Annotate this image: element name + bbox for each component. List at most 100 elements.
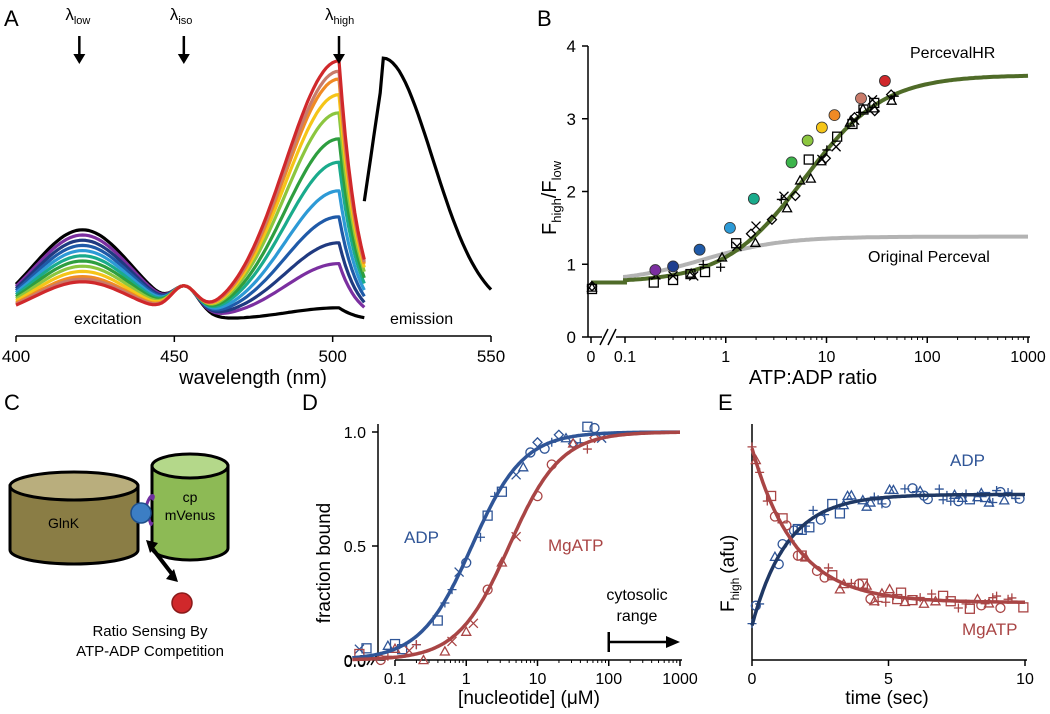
panel-b-colored-point-3 [724,221,736,234]
panel-e-x-tick-label-1: 5 [884,671,893,688]
panel-b-y-label-f2: F [539,180,561,192]
panel-e-axes: 0 5 10 [748,424,1034,688]
panel-b-x-tick-label-5: 1000 [1010,349,1046,366]
panel-e-marker-mgatp [899,596,911,607]
panel-e-marker-adp [834,508,846,519]
venus-top [150,452,230,480]
panel-b-marker-x [849,115,860,126]
panel-b-colored-point-1 [667,260,679,273]
panel-d-marker-mgatp [582,444,592,454]
panel-b-marker-plus [889,91,899,101]
panel-b-marker-triangle [781,202,793,213]
panel-a-x-label: wavelength (nm) [178,367,327,389]
panel-b-marker-diamond [766,214,778,226]
panel-b-marker-diamond [789,190,801,202]
panel-e-marker-mgatp [861,579,873,590]
panel-e-marker-adp [907,483,918,494]
panel-b-colored-point-2 [693,243,706,256]
panel-d-marker-adp [361,643,372,654]
panel-b-colored-point-5 [785,156,798,169]
lambda-marker-arrow-head-1 [177,54,190,64]
panel-e-marker-mgatp [918,597,930,608]
panel-d-curves [352,430,680,662]
panel-b-colored-point-9 [855,92,867,105]
panel-b-y-tick-label-4: 4 [567,37,576,56]
panel-e-marker-adp [934,484,944,494]
panel-b-colored-point-8 [828,109,841,122]
panel-e-chart: 0 5 10 time (sec) Fhigh (afu) ADP MgATP [718,424,1034,709]
venus-label-cp: cp [183,489,198,505]
panel-b-marker-plus [822,145,832,155]
panel-e-x-tick-label-2: 10 [1016,671,1034,688]
panel-b-marker-plus [698,260,708,270]
panel-b-y-label-sub1: high [549,198,564,223]
panel-d-y-tick-label-2: 1.0 [344,425,366,442]
panel-b-label-original: Original Perceval [868,249,990,266]
panel-e-marker-mgatp [927,589,937,599]
panel-d-curve-mgatp [352,430,680,662]
panel-letter-b: B [537,6,552,31]
competition-arrow-head-2 [166,569,178,582]
panel-b-marker-plus [855,107,865,117]
panel-c-diagram: GlnK cp mVenus Ratio Sensing By ATP-ADP … [8,452,230,660]
panel-a-x-tick-label-3: 550 [477,347,505,366]
panel-d-x-tick-label-5: 1000 [662,671,698,688]
panel-d-label-adp: ADP [404,528,439,547]
panel-b-colored-point-6 [801,134,814,147]
panel-e-marker-mgatp [873,597,883,607]
panel-b-marker-square [803,154,814,165]
panel-b-y-tick-label-3: 3 [567,110,576,129]
panel-e-label-adp: ADP [950,451,985,470]
panel-d-marker-mgatp [460,625,472,636]
panel-a-x-ticks: 400 450 500 550 [2,336,505,366]
panel-d-cytosolic-range-arrow [607,632,680,652]
panel-e-marker-adp [880,497,891,508]
panel-e-marker-adp [979,491,991,503]
panel-b-x-tick-label-0: 0 [587,349,596,366]
panel-b-curve-original-perceval [591,234,1028,285]
panel-b-marker-diamond [869,105,881,117]
panel-b-colored-point-4 [747,192,760,205]
panel-b-y-label-slash: / [539,192,561,198]
panel-a-series [14,56,493,320]
panel-e-label-mgatp: MgATP [962,620,1017,639]
panel-letter-a: A [4,6,19,31]
panel-e-curves [750,447,1025,626]
panel-letter-c: C [4,390,20,415]
panel-b-y-tick-label-2: 2 [567,183,576,202]
panel-e-marker-mgatp [868,595,880,606]
glnk-label: GlnK [48,515,80,531]
diagram-caption-line2: ATP-ADP Competition [76,643,224,660]
panel-e-y-label-tail: (afu) [718,535,739,574]
panel-e-marker-adp [845,489,857,500]
panel-e-marker-adp [804,522,815,533]
panel-e-marker-adp [864,496,877,507]
lambda-marker-arrow-head-2 [333,54,345,64]
lambda-marker-label-0: λlow [65,5,90,27]
emission-curve [362,56,493,291]
binding-site-circle [130,502,152,524]
panel-d-marker-mgatp [567,437,579,448]
panel-b-curves [591,73,1029,285]
panel-b-marker-triangle [805,172,817,183]
panel-b-x-axis-break [599,328,617,346]
panel-b-marker-x [831,141,842,152]
panel-b-marker-x [731,241,742,252]
panel-b-x-label: ATP:ADP ratio [749,367,877,389]
panel-e-marker-adp [808,505,818,515]
panel-b-curve-percevalhr [591,73,1029,285]
panel-b-colored-point-0 [649,264,662,276]
diagram-caption-line1: Ratio Sensing By [92,623,208,640]
panel-a-emission-label: emission [390,311,453,328]
panel-b-y-tick-label-1: 1 [567,255,576,274]
panel-d-x-label: [nucleotide] (μM) [458,688,600,709]
panel-e-marker-mgatp [964,603,976,614]
panel-b-marker-x [668,270,678,281]
panel-b-marker-triangle [716,251,728,262]
panel-d-cytosolic-line1: cytosolic [606,587,667,604]
panel-b-zero-marker-square [586,283,598,295]
panel-d-marker-mgatp [589,432,600,444]
panel-b-colored-point-10 [879,75,891,87]
ligand-circle [171,592,193,614]
